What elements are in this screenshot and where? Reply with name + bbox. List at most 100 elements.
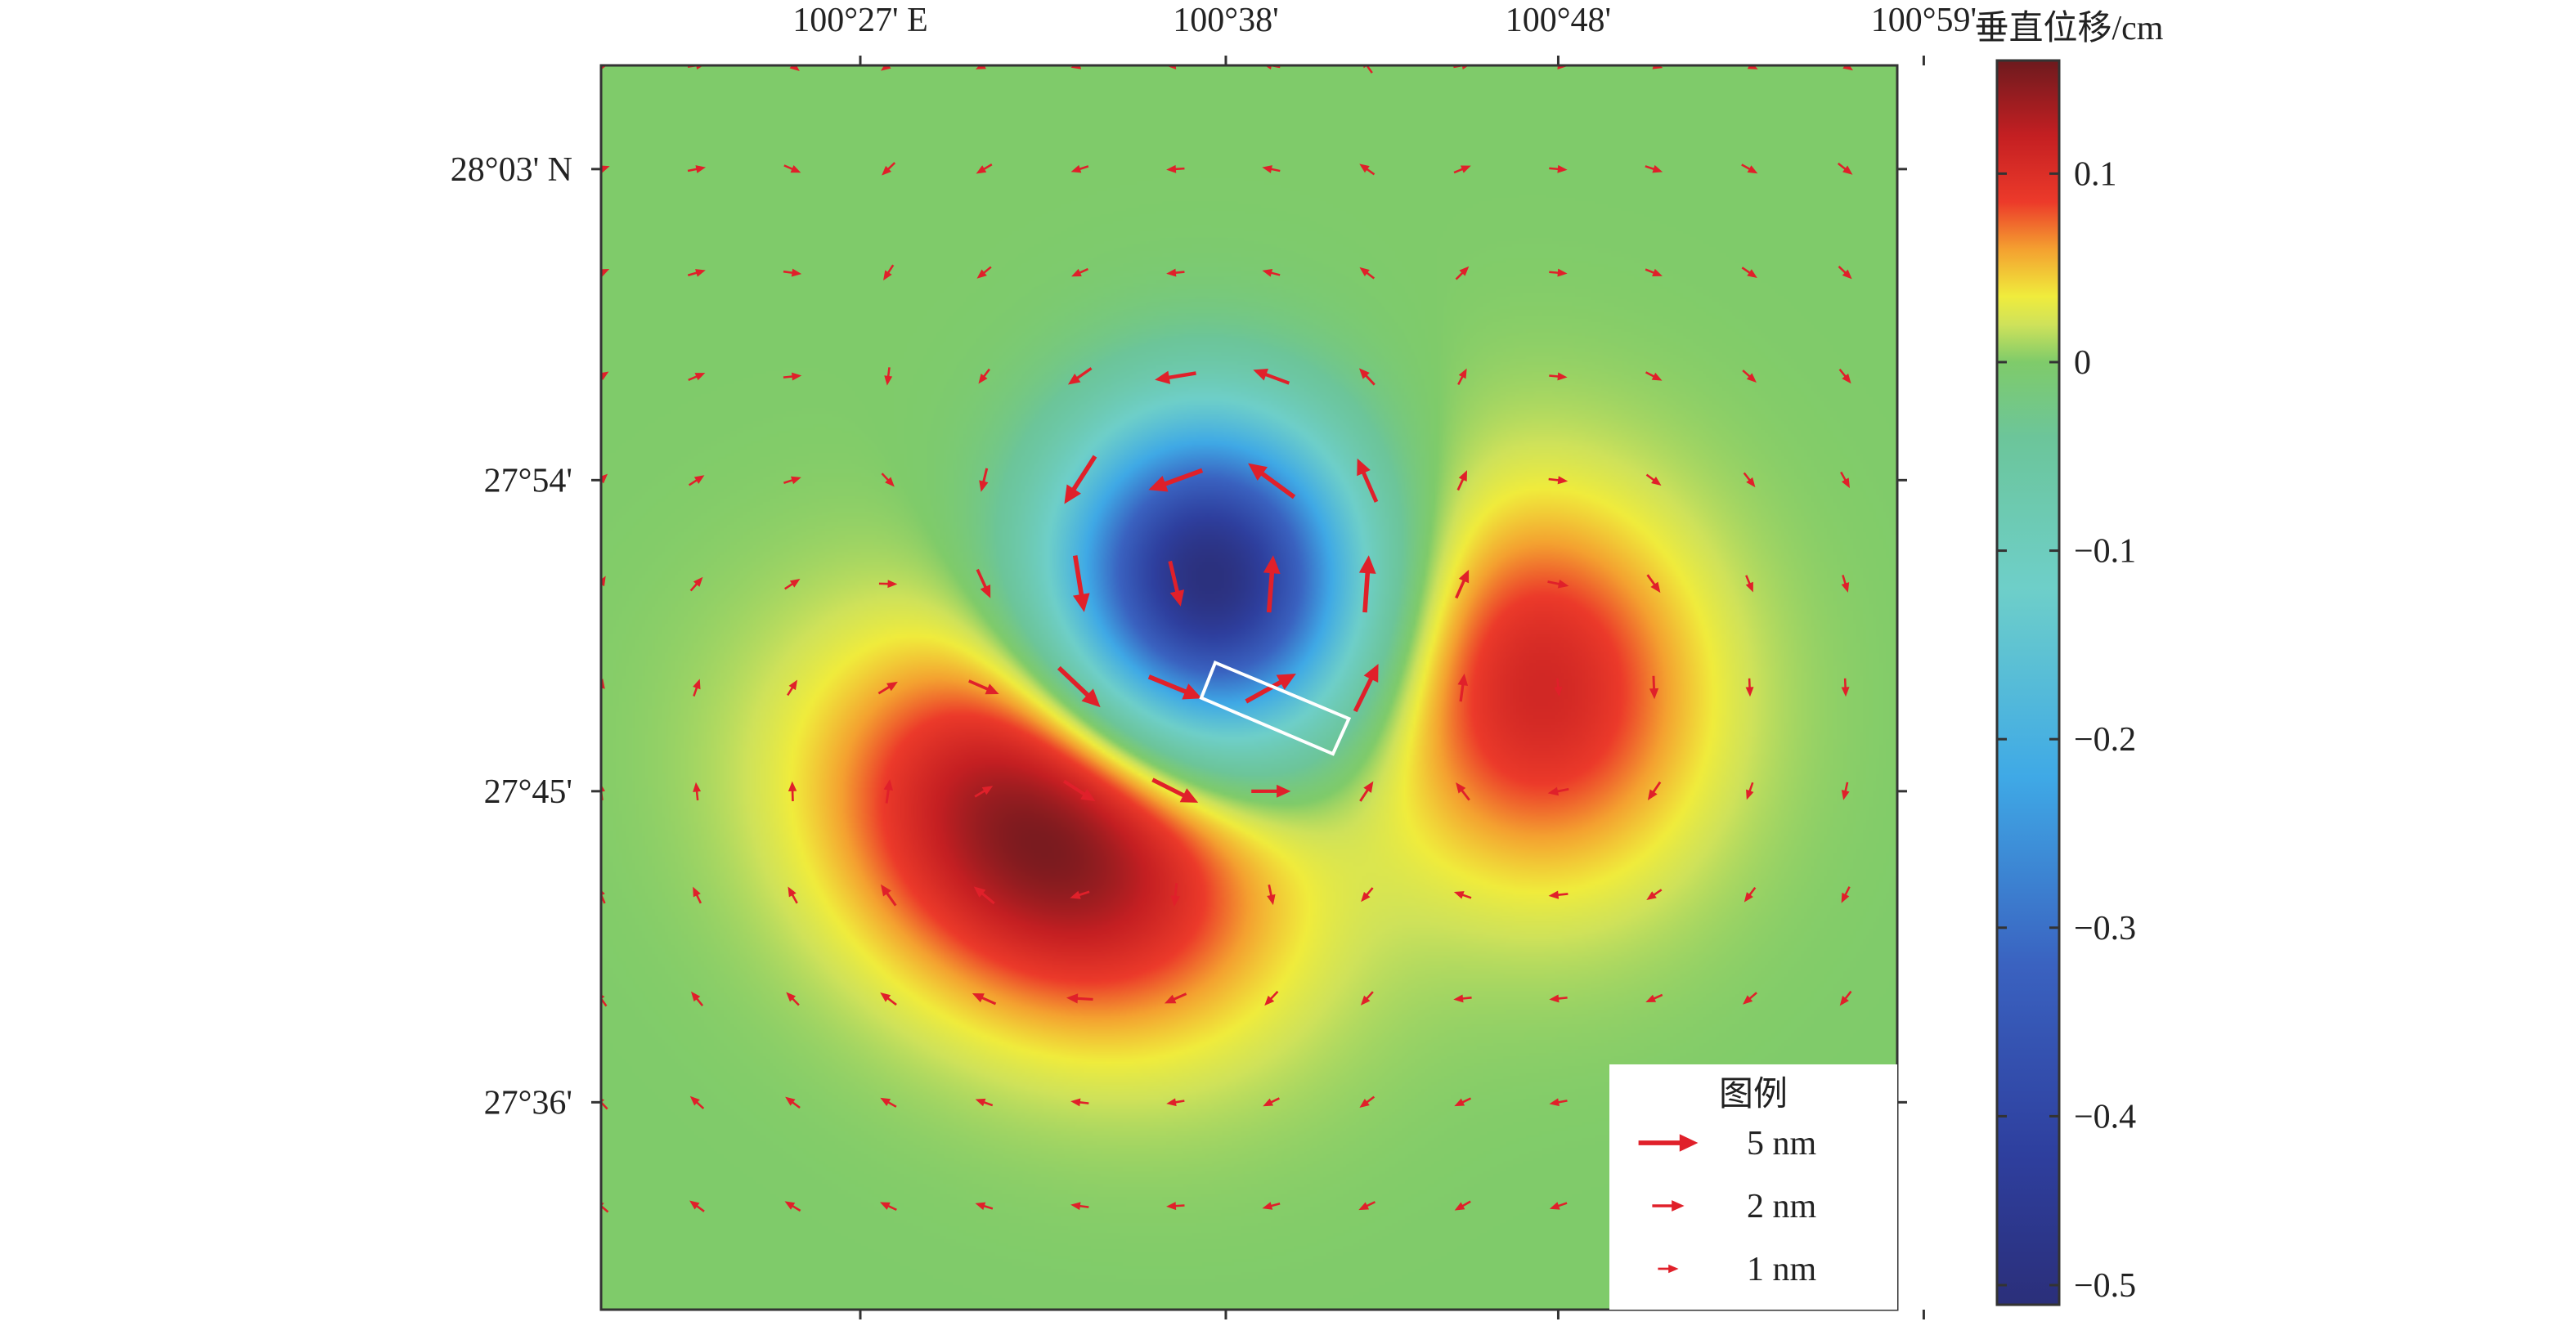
displacement-vector: [1839, 990, 1852, 1006]
displacement-vector: [1746, 782, 1754, 800]
y-axis-ticks: 28°03' N 27°54' 27°45' 27°36': [451, 151, 1907, 1122]
displacement-vector: [1262, 1202, 1281, 1210]
displacement-vector: [1166, 268, 1185, 277]
displacement-vector: [1548, 476, 1568, 485]
displacement-vector: [1164, 992, 1187, 1004]
legend-arrow: [1652, 1200, 1685, 1212]
displacement-vector: [1838, 368, 1851, 384]
displacement-vector: [1841, 782, 1850, 800]
displacement-vector: [976, 164, 993, 174]
displacement-vector: [788, 886, 798, 904]
displacement-vector: [881, 884, 897, 907]
plot-area: [601, 65, 1897, 1310]
displacement-vector: [1245, 673, 1296, 704]
displacement-vector: [1170, 883, 1180, 907]
displacement-vector: [1453, 994, 1472, 1003]
displacement-vector: [879, 1202, 897, 1212]
displacement-vector: [693, 886, 702, 904]
displacement-vector: [1358, 1201, 1376, 1211]
displacement-vector: [689, 1095, 705, 1109]
colorbar-tick-label: −0.4: [2074, 1098, 2136, 1136]
displacement-vector: [978, 368, 990, 384]
horizontal-displacement-vectors: [601, 65, 1854, 1213]
colorbar-tick-label: −0.2: [2074, 721, 2136, 759]
displacement-vector: [1645, 65, 1663, 69]
displacement-vector: [1359, 1095, 1376, 1109]
colorbar-label: 垂直位移/cm: [1975, 9, 2164, 47]
y-tick-label: 27°45': [484, 773, 572, 811]
legend-item-label: 2 nm: [1747, 1188, 1817, 1225]
x-tick-label: 100°27' E: [792, 2, 928, 39]
displacement-vector: [1554, 678, 1563, 697]
displacement-vector: [1358, 368, 1376, 386]
displacement-vector: [1454, 1200, 1471, 1211]
displacement-vector: [1071, 267, 1088, 277]
displacement-vector: [1070, 164, 1089, 173]
colorbar-tick-label: −0.1: [2074, 533, 2136, 571]
displacement-vector: [1455, 266, 1470, 280]
displacement-vector: [1070, 890, 1090, 899]
x-tick-label: 100°59': [1871, 2, 1977, 39]
displacement-vector: [1147, 674, 1202, 700]
displacement-vector: [1263, 555, 1281, 613]
displacement-vector: [1066, 993, 1093, 1004]
displacement-vector: [1455, 569, 1470, 599]
displacement-vector: [601, 371, 609, 383]
displacement-vector: [1841, 575, 1850, 593]
displacement-vector: [1645, 473, 1662, 486]
legend: 图例 5 nm 2 nm 1 nm: [1609, 1064, 1897, 1310]
displacement-vector: [1253, 368, 1290, 385]
displacement-vector: [975, 1098, 994, 1107]
displacement-vector: [880, 992, 897, 1006]
colorbar-tick-label: 0: [2074, 344, 2091, 382]
displacement-vector: [1064, 455, 1097, 504]
displacement-vector: [786, 992, 800, 1006]
plot-frame: [599, 64, 1899, 1311]
displacement-vector: [1549, 1202, 1568, 1210]
displacement-vector: [1453, 891, 1472, 899]
displacement-vector: [783, 164, 801, 173]
displacement-vector: [1745, 678, 1754, 697]
displacement-vector: [1166, 1202, 1185, 1211]
displacement-vector: [1166, 1098, 1185, 1107]
displacement-vector: [1457, 673, 1469, 702]
displacement-vector: [1838, 265, 1852, 280]
displacement-vector: [1072, 555, 1090, 612]
colorbar-scale: [1995, 59, 2061, 1306]
displacement-vector: [1456, 470, 1467, 491]
colorbar-tick-label: 0.1: [2074, 155, 2117, 193]
colorbar-ticks: 0.1 0 −0.1 −0.2 −0.3 −0.4 −0.5: [1997, 155, 2136, 1305]
displacement-vector: [880, 1097, 897, 1108]
displacement-vector: [1361, 887, 1374, 903]
displacement-vector: [691, 991, 704, 1007]
displacement-vector: [1647, 781, 1662, 800]
displacement-vector: [1456, 782, 1470, 801]
colorbar: 垂直位移/cm 0.1 0 −0.1 −0.2 −0.3 −0.4 −0.5: [1975, 9, 2164, 1306]
displacement-vector: [1549, 1098, 1568, 1107]
displacement-vector: [1264, 990, 1279, 1006]
displacement-vector: [1155, 370, 1196, 384]
displacement-vector: [975, 1202, 994, 1211]
displacement-vector: [883, 264, 895, 281]
displacement-vector: [884, 367, 893, 386]
displacement-vector: [1070, 65, 1089, 69]
displacement-vector: [689, 576, 703, 592]
displacement-vector: [688, 475, 705, 486]
displacement-vector: [1457, 368, 1467, 386]
displacement-vector: [693, 782, 702, 801]
displacement-vector: [1248, 463, 1296, 499]
displacement-vector: [968, 679, 999, 695]
displacement-vector: [979, 468, 989, 492]
y-tick-label: 27°36': [484, 1084, 572, 1122]
displacement-vector: [1646, 574, 1661, 594]
legend-arrow: [1638, 1134, 1699, 1152]
displacement-vector: [785, 1096, 801, 1109]
displacement-vector: [1358, 555, 1376, 613]
displacement-vector: [1547, 786, 1569, 796]
displacement-vector: [1262, 269, 1281, 277]
displacement-vector: [1359, 781, 1374, 802]
legend-items: 5 nm 2 nm 1 nm: [1638, 1125, 1817, 1288]
displacement-vector: [1267, 884, 1276, 906]
displacement-vector: [1166, 65, 1185, 69]
displacement-vector: [1360, 991, 1374, 1006]
